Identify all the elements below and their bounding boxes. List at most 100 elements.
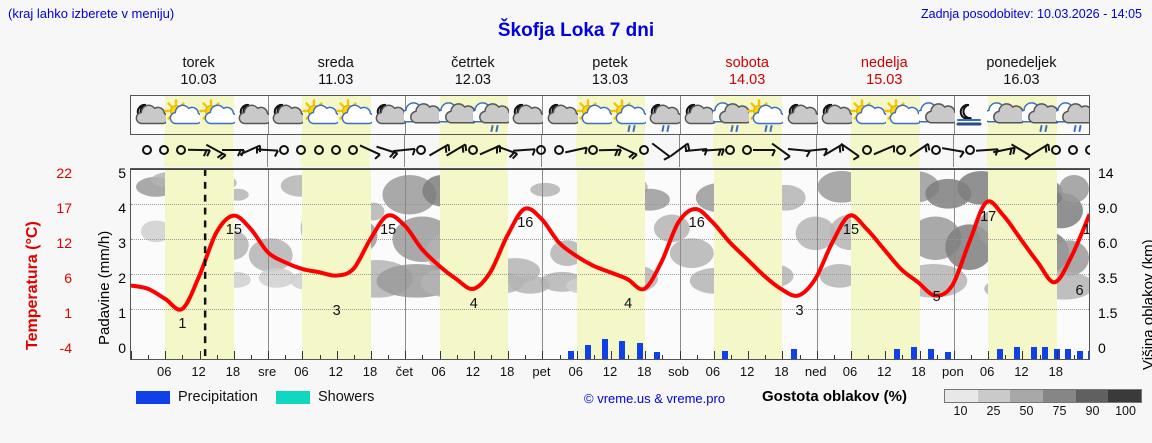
daylight-band-0	[165, 169, 234, 359]
moon-cloud-icon	[507, 98, 546, 134]
day-date: 15.03	[866, 72, 903, 88]
x-tick-23: pon	[941, 364, 964, 379]
wind-barb-symbol	[595, 135, 625, 165]
cloud-height-axis-title: Višina oblakov (km)	[1140, 239, 1152, 370]
hour-tick	[131, 351, 132, 359]
x-tick-16: 06	[705, 364, 721, 379]
precipitation-legend-label: Precipitation	[178, 389, 258, 405]
precipitation-bar-6	[722, 350, 729, 359]
precipitation-tick-3: 2	[118, 270, 126, 286]
precipitation-bar-15	[1042, 346, 1049, 359]
cloud-height-tick-0: 14	[1098, 165, 1114, 181]
x-tick-3: sre	[258, 364, 277, 379]
hour-tick	[336, 351, 338, 359]
wind-day-separator-2	[404, 135, 406, 167]
density-swatch-1	[977, 390, 1011, 402]
wind-calm-symbol	[955, 135, 985, 165]
hour-tick	[285, 355, 287, 359]
temperature-tick-3: 6	[64, 270, 72, 286]
daylight-band-5	[851, 169, 920, 359]
x-tick-12: 06	[568, 364, 583, 379]
wind-barb-symbol	[938, 135, 968, 165]
cloud-height-tick-5: 0	[1098, 340, 1106, 356]
wind-calm-symbol	[852, 135, 882, 165]
wind-calm-symbol	[321, 135, 351, 165]
wind-barb-symbol	[184, 135, 214, 165]
copyright-label[interactable]: © vreme.us & vreme.pro	[584, 391, 726, 406]
day-header-4: sobota 14.03	[679, 55, 816, 89]
hour-tick	[1056, 351, 1058, 359]
temperature-tick-2: 12	[56, 235, 72, 251]
x-tick-6: 18	[362, 364, 378, 379]
wind-barb-symbol	[561, 135, 591, 165]
hour-tick	[628, 355, 630, 359]
day-name: četrtek	[451, 55, 495, 71]
wind-calm-symbol	[166, 135, 196, 165]
cloud-density-scale	[944, 389, 1142, 403]
daylight-band-2	[438, 135, 508, 167]
cloud-blob-27	[550, 240, 585, 266]
sun-cloud-rain-icon	[747, 98, 786, 134]
daylight-band-1	[301, 135, 370, 167]
cloud-rain-icon	[1017, 98, 1062, 134]
x-tick-9: 12	[465, 364, 481, 379]
horizontal-gridline-1	[131, 204, 1089, 205]
cloud-blob-66	[510, 275, 551, 294]
wind-barb-symbol	[389, 135, 419, 165]
x-tick-14: 18	[637, 364, 652, 379]
wind-calm-symbol	[544, 135, 574, 165]
x-tick-18: 18	[774, 364, 789, 379]
hour-tick	[748, 351, 750, 359]
x-tick-21: 12	[877, 364, 892, 379]
precipitation-bar-17	[1065, 348, 1072, 359]
last-updated-label: Zadnja posodobitev: 10.03.2026 - 14:05	[920, 7, 1142, 21]
density-tick-0: 10	[953, 404, 968, 418]
day-header-1: sreda 11.03	[267, 55, 404, 89]
sun-cloud-icon	[164, 98, 204, 134]
x-tick-2: 18	[225, 364, 241, 379]
hour-tick	[799, 355, 801, 359]
precipitation-bar-3	[619, 341, 626, 359]
horizontal-gridline-2	[131, 239, 1089, 240]
cloud-blob-33	[669, 238, 714, 268]
sun-cloud-rain-icon	[610, 98, 649, 134]
cloud-density-legend-title: Gostota oblakov (%)	[762, 388, 908, 405]
day-header-5: nedelja 15.03	[816, 55, 953, 89]
precipitation-bar-8	[893, 348, 900, 359]
wind-barb-symbol	[646, 135, 676, 165]
temperature-label-1: 15	[225, 222, 242, 239]
day-header-0: torek 10.03	[130, 55, 267, 89]
sun-cloud-icon	[850, 98, 889, 134]
cloud-height-tick-2: 6.0	[1098, 235, 1118, 251]
day-separator-5	[816, 169, 818, 359]
cloud-icon	[400, 98, 445, 134]
temperature-label-4: 4	[469, 296, 478, 313]
hour-tick	[851, 351, 852, 359]
page-title: Škofja Loka 7 dni	[497, 20, 655, 41]
hour-tick	[422, 355, 424, 359]
moon-cloud-icon	[267, 98, 306, 134]
x-tick-4: 06	[294, 364, 309, 379]
sun-cloud-icon	[576, 98, 615, 134]
day-name: ponedeljek	[986, 55, 1057, 71]
cloud-blob-61	[258, 267, 295, 288]
precipitation-bar-13	[1013, 346, 1020, 359]
hour-tick	[1073, 355, 1075, 359]
sun-cloud-icon	[884, 98, 924, 134]
wind-day-separator-3	[541, 135, 543, 167]
wind-barb-symbol	[612, 135, 642, 165]
day-date: 16.03	[1003, 72, 1040, 88]
daylight-band-6	[988, 169, 1057, 359]
day-date: 12.03	[454, 72, 491, 88]
hour-tick	[833, 355, 835, 359]
density-swatch-5	[1108, 390, 1142, 402]
wind-calm-symbol	[338, 135, 368, 165]
wind-barb-symbol	[989, 135, 1019, 165]
precipitation-bar-14	[1030, 346, 1037, 359]
hour-tick	[1022, 351, 1024, 359]
wind-calm-symbol	[132, 135, 162, 165]
day-name: sobota	[725, 55, 769, 71]
precipitation-bar-2	[602, 339, 609, 359]
wind-calm-symbol	[886, 135, 916, 165]
precipitation-bar-7	[790, 348, 797, 359]
